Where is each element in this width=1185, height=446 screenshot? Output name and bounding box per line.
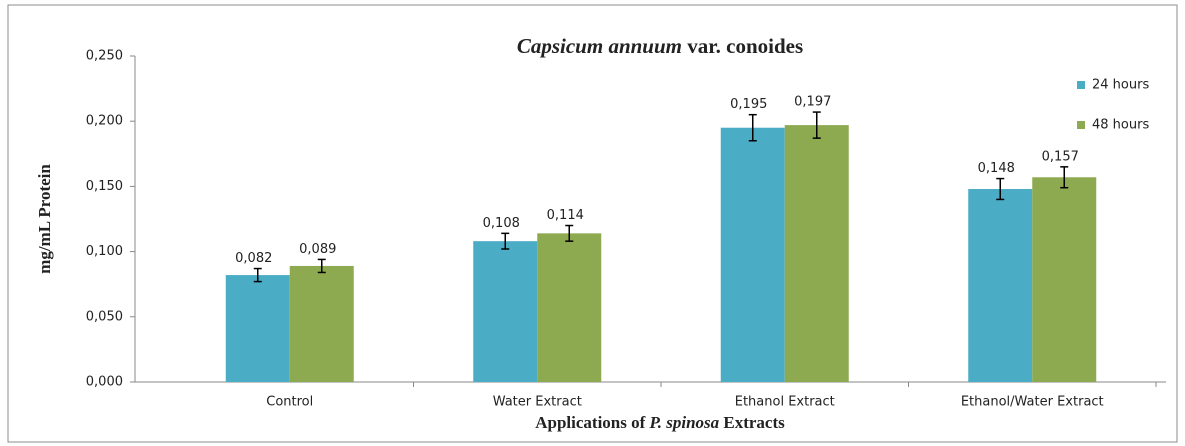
bar [720, 127, 785, 382]
data-label: 0,197 [794, 95, 831, 110]
bar [537, 233, 602, 382]
y-tick-label: 0,150 [86, 179, 123, 194]
title-rest: var. conoides [682, 34, 803, 58]
data-label: 0,082 [235, 251, 272, 266]
x-tick-label: Ethanol Extract [735, 395, 835, 410]
x-label-part: Extracts [719, 413, 785, 432]
bar [289, 265, 354, 382]
x-tick-label: Water Extract [493, 395, 582, 410]
data-label: 0,108 [483, 216, 520, 231]
data-label: 0,157 [1042, 149, 1079, 164]
bar [225, 275, 290, 382]
bar [968, 189, 1033, 382]
y-tick-label: 0,050 [86, 309, 123, 324]
legend-swatch [1077, 81, 1085, 89]
y-axis-label: mg/mL Protein [35, 164, 54, 274]
legend-label: 48 hours [1092, 118, 1149, 133]
legend-label: 24 hours [1092, 78, 1149, 93]
title-italic: Capsicum annuum [517, 34, 682, 58]
data-label: 0,148 [978, 161, 1015, 176]
y-tick-label: 0,200 [86, 114, 123, 129]
x-axis-label: Applications of P. spinosa Extracts [535, 413, 785, 432]
x-tick-label: Ethanol/Water Extract [961, 395, 1104, 410]
y-tick-label: 0,250 [86, 49, 123, 64]
chart-title: Capsicum annuum var. conoides [517, 34, 803, 58]
bar [473, 241, 538, 382]
x-label-italic: P. spinosa [649, 413, 720, 432]
bar [784, 125, 849, 382]
legend-swatch [1077, 121, 1085, 129]
y-tick-label: 0,000 [86, 375, 123, 390]
bar [1032, 177, 1097, 382]
data-label: 0,089 [299, 242, 336, 257]
y-tick-label: 0,100 [86, 244, 123, 259]
x-tick-label: Control [266, 395, 313, 410]
data-label: 0,195 [730, 97, 767, 112]
x-label-part: Applications of [535, 413, 649, 432]
data-label: 0,114 [547, 208, 584, 223]
